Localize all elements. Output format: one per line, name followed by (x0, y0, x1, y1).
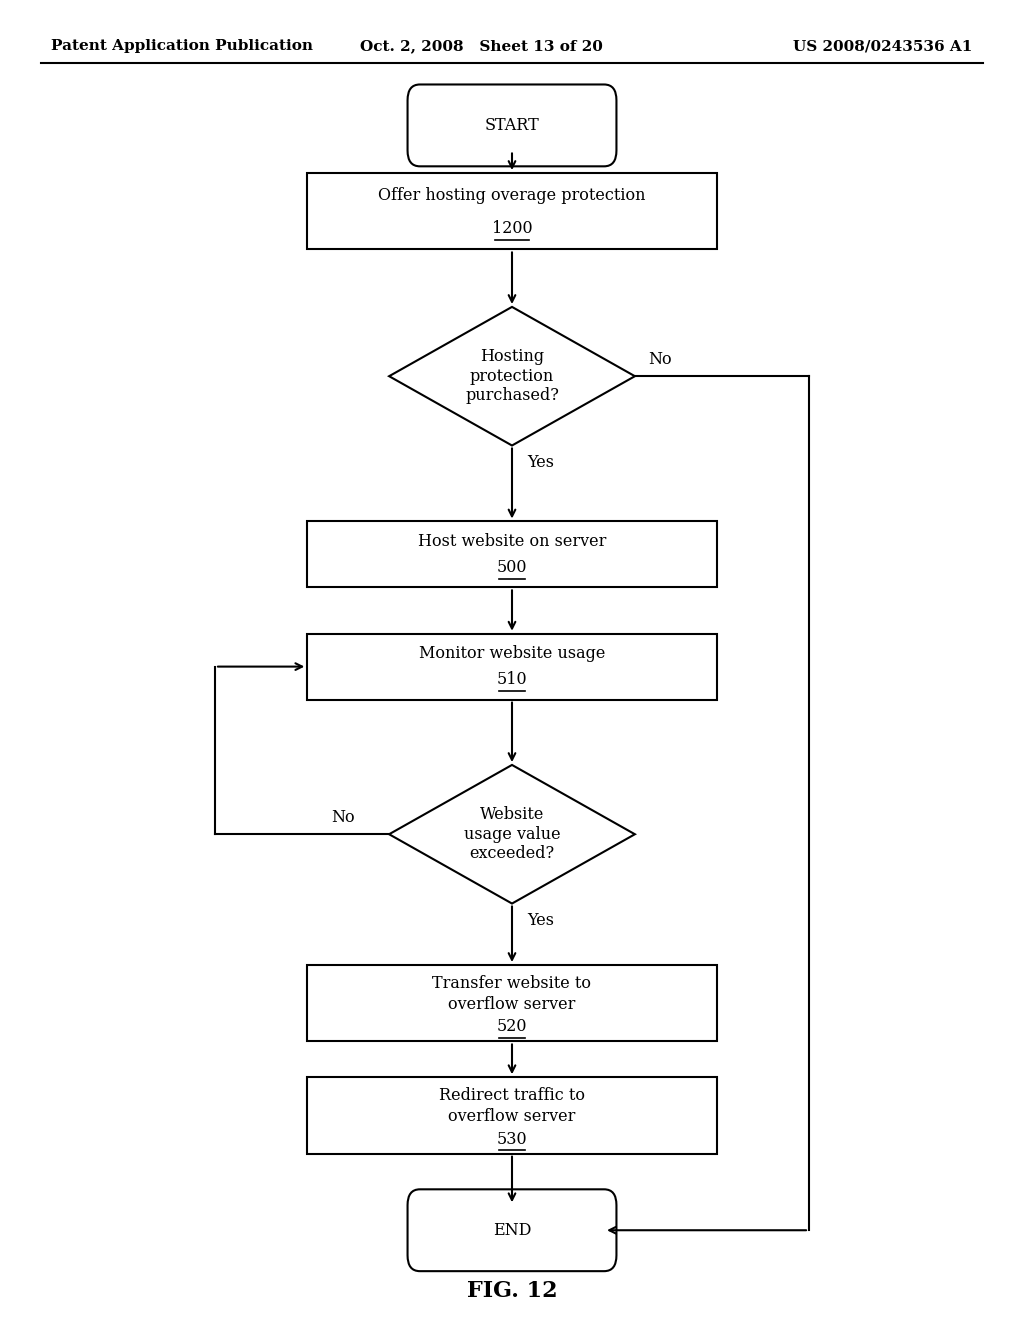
Polygon shape (389, 308, 635, 446)
Text: Oct. 2, 2008   Sheet 13 of 20: Oct. 2, 2008 Sheet 13 of 20 (359, 40, 603, 53)
Text: Offer hosting overage protection: Offer hosting overage protection (378, 187, 646, 203)
Bar (307, 965, 717, 1041)
Text: 500: 500 (497, 560, 527, 576)
FancyBboxPatch shape (408, 84, 616, 166)
Text: Monitor website usage: Monitor website usage (419, 645, 605, 661)
Bar (307, 634, 717, 700)
Text: No: No (331, 809, 355, 825)
Text: Hosting
protection
purchased?: Hosting protection purchased? (465, 348, 559, 404)
Text: 510: 510 (497, 672, 527, 688)
FancyBboxPatch shape (408, 1189, 616, 1271)
Text: Website
usage value
exceeded?: Website usage value exceeded? (464, 807, 560, 862)
Text: 530: 530 (497, 1131, 527, 1147)
Text: START: START (484, 117, 540, 133)
Text: Patent Application Publication: Patent Application Publication (51, 40, 313, 53)
Text: Host website on server: Host website on server (418, 533, 606, 549)
Polygon shape (389, 766, 635, 903)
Text: FIG. 12: FIG. 12 (467, 1280, 557, 1302)
Bar (307, 173, 717, 249)
Text: 520: 520 (497, 1019, 527, 1035)
Text: No: No (648, 351, 673, 367)
Text: END: END (493, 1222, 531, 1238)
Text: overflow server: overflow server (449, 1109, 575, 1125)
Text: 1200: 1200 (492, 220, 532, 236)
Text: overflow server: overflow server (449, 997, 575, 1012)
Text: Yes: Yes (527, 454, 554, 471)
Bar (307, 521, 717, 587)
Bar (307, 1077, 717, 1154)
Text: Redirect traffic to: Redirect traffic to (439, 1088, 585, 1104)
Text: Yes: Yes (527, 912, 554, 929)
Text: Transfer website to: Transfer website to (432, 975, 592, 991)
Text: US 2008/0243536 A1: US 2008/0243536 A1 (794, 40, 973, 53)
